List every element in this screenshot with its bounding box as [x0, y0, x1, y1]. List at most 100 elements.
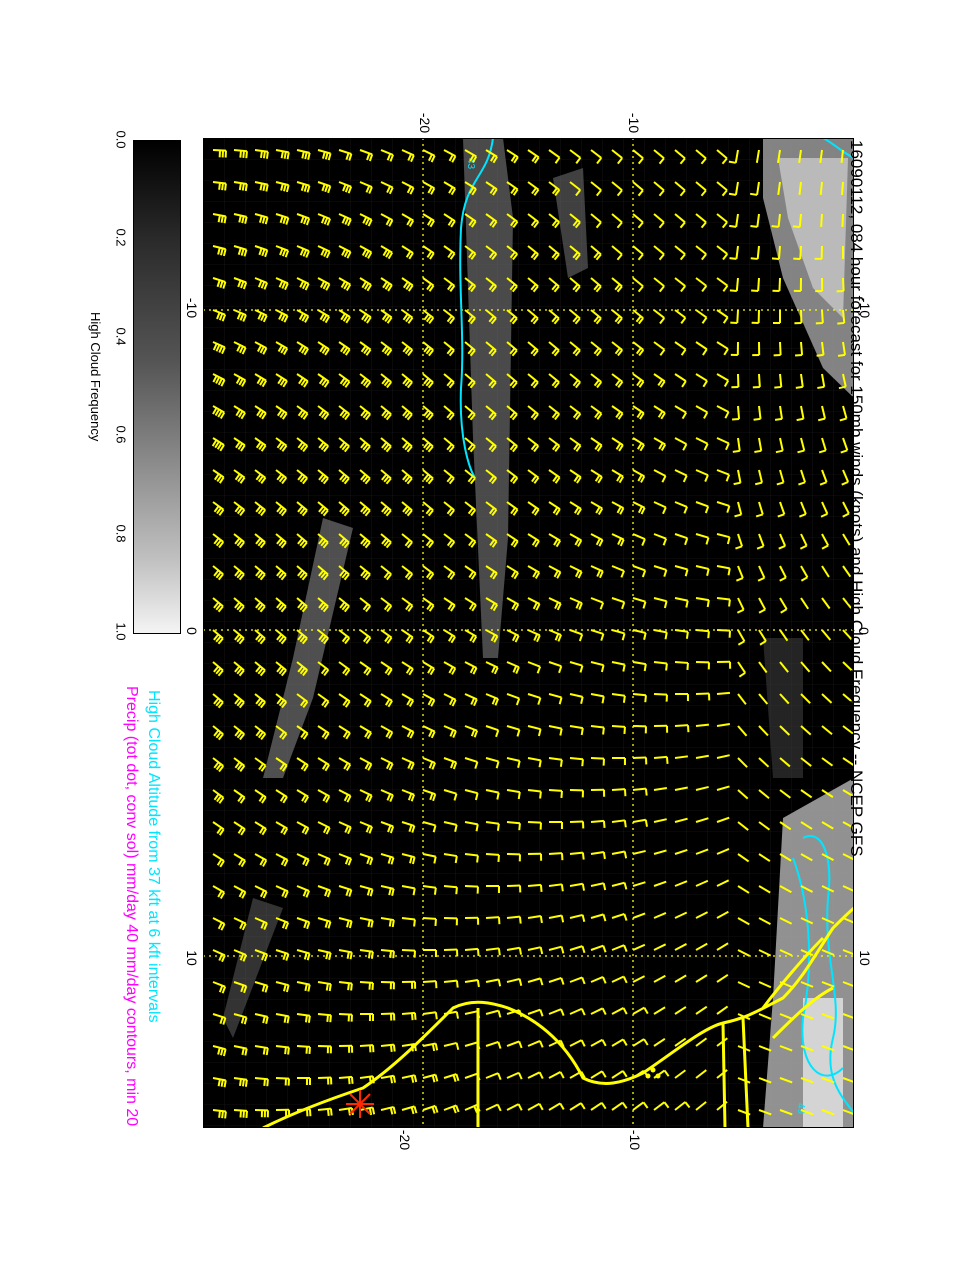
- wind-barb-icon: [485, 309, 497, 325]
- wind-barb-icon: [254, 917, 268, 930]
- wind-barb-icon: [296, 213, 311, 226]
- wind-barb-icon: [275, 245, 290, 258]
- wind-barb-icon: [674, 1006, 687, 1015]
- wind-barb-icon: [233, 597, 245, 613]
- wind-barb-icon: [842, 693, 854, 704]
- wind-barb-icon: [548, 883, 564, 892]
- wind-barb-icon: [464, 341, 476, 357]
- wind-barb-icon: [212, 373, 226, 387]
- wind-barb-icon: [527, 693, 542, 705]
- wind-barb-icon: [527, 852, 543, 861]
- wind-barb-icon: [443, 853, 458, 864]
- wind-barb-icon: [737, 1045, 751, 1052]
- wind-barb-icon: [464, 533, 477, 548]
- wind-barb-icon: [548, 341, 560, 357]
- wind-barb-icon: [359, 277, 372, 292]
- wind-barb-icon: [254, 1077, 269, 1087]
- wind-barb-icon: [212, 725, 224, 741]
- wind-barb-icon: [275, 501, 287, 517]
- wind-barb-icon: [380, 757, 394, 771]
- wind-barb-icon: [836, 277, 845, 293]
- wind-barb-icon: [338, 405, 351, 421]
- wind-barb-icon: [380, 949, 395, 959]
- wind-barb-icon: [212, 213, 227, 224]
- wind-barb-icon: [800, 1077, 814, 1084]
- wind-barb-icon: [653, 755, 669, 764]
- wind-barb-icon: [359, 981, 374, 990]
- wind-barb-icon: [296, 245, 310, 258]
- wind-barb-icon: [212, 277, 227, 289]
- wind-barb-icon: [443, 1041, 460, 1050]
- wind-barb-icon: [674, 277, 687, 293]
- wind-barb-icon: [758, 597, 767, 614]
- wind-barb-icon: [422, 693, 436, 707]
- wind-barb-icon: [716, 597, 731, 607]
- wind-barb-icon: [275, 213, 290, 225]
- wind-barb-icon: [569, 1070, 586, 1079]
- wind-barb-icon: [359, 885, 374, 897]
- wind-barb-icon: [527, 789, 542, 799]
- wind-barb-icon: [611, 309, 623, 325]
- wind-barb-icon: [653, 597, 668, 609]
- wind-barb-icon: [548, 405, 561, 421]
- wind-barb-icon: [464, 1041, 481, 1050]
- wind-barb-icon: [653, 405, 666, 420]
- wind-barb-icon: [359, 437, 371, 453]
- wind-barb-icon: [443, 469, 455, 485]
- wind-barb-icon: [821, 565, 830, 578]
- wind-barb-icon: [611, 693, 626, 703]
- wind-barb-icon: [674, 469, 688, 483]
- wind-barb-icon: [611, 565, 625, 578]
- wind-barb-icon: [800, 821, 813, 830]
- wind-barb-icon: [548, 914, 565, 923]
- wind-barb-icon: [317, 501, 329, 517]
- wind-barb-icon: [735, 533, 744, 550]
- wind-barb-icon: [674, 755, 689, 759]
- wind-barb-icon: [296, 469, 308, 485]
- wind-barb-icon: [695, 437, 709, 451]
- wind-barb-icon: [821, 693, 833, 704]
- wind-barb-icon: [275, 693, 288, 709]
- wind-barb-icon: [506, 405, 518, 421]
- wind-barb-icon: [695, 277, 708, 293]
- wind-barb-icon: [674, 629, 689, 639]
- wind-barb-icon: [695, 1101, 707, 1111]
- wind-barb-icon: [821, 1109, 835, 1116]
- wind-barb-icon: [611, 975, 628, 984]
- wind-barb-icon: [716, 848, 730, 855]
- wind-barb-icon: [485, 277, 497, 293]
- wind-barb-icon: [296, 1045, 311, 1054]
- wind-barb-icon: [485, 597, 499, 612]
- wind-barb-icon: [716, 910, 729, 919]
- wind-barb-icon: [754, 469, 763, 486]
- wind-barb-icon: [401, 469, 413, 485]
- wind-barb-icon: [632, 881, 646, 887]
- wind-barb-icon: [401, 213, 415, 228]
- wind-barb-icon: [755, 501, 764, 518]
- wind-barb-icon: [464, 1104, 481, 1113]
- wind-barb-icon: [338, 277, 352, 292]
- wind-barb-icon: [317, 917, 332, 929]
- wind-barb-icon: [527, 533, 540, 548]
- wind-barb-icon: [737, 725, 748, 737]
- wind-barb-icon: [815, 277, 824, 293]
- wind-barb-icon: [674, 149, 686, 165]
- wind-barb-icon: [506, 757, 521, 768]
- wind-barb-icon: [842, 853, 854, 861]
- wind-barb-icon: [443, 565, 456, 580]
- wind-barb-icon: [737, 981, 751, 989]
- wind-barb-icon: [296, 853, 310, 867]
- wind-barb-icon: [506, 661, 520, 674]
- wind-barb-icon: [632, 693, 647, 703]
- wind-barb-icon: [695, 911, 709, 919]
- wind-barb-icon: [275, 341, 289, 356]
- wind-barb-icon: [527, 1071, 544, 1080]
- wind-barb-icon: [506, 501, 519, 516]
- wind-barb-icon: [296, 981, 311, 992]
- wind-barb-icon: [359, 309, 372, 324]
- wind-barb-icon: [401, 597, 414, 612]
- wind-barb-icon: [359, 853, 374, 866]
- wind-barb-icon: [464, 789, 479, 801]
- wind-barb-icon: [212, 917, 226, 931]
- wind-barb-icon: [755, 149, 760, 163]
